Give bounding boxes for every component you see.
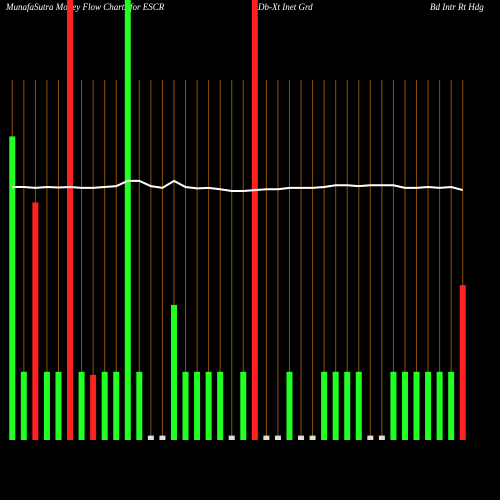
bar: [459, 285, 466, 440]
bar: [228, 435, 235, 440]
chart-title: MunafaSutra Money Flow Charts for ESCR: [5, 2, 165, 12]
bar: [90, 374, 97, 440]
bar: [9, 136, 16, 440]
line: [12, 179, 463, 192]
bar: [240, 371, 247, 440]
bar: [436, 371, 443, 440]
bar: [355, 371, 362, 440]
bar: [298, 435, 305, 440]
bar: [344, 371, 351, 440]
bar: [78, 371, 85, 440]
bar: [170, 304, 177, 440]
bar: [43, 371, 50, 440]
bar: [101, 371, 108, 440]
bar: [55, 371, 62, 440]
chart-title-right: Bd Intr Rt Hdg: [430, 2, 484, 12]
bar: [32, 202, 39, 440]
bar: [425, 371, 432, 440]
bar: [20, 371, 27, 440]
bar: [205, 371, 212, 440]
bar: [217, 371, 224, 440]
bar: [286, 371, 293, 440]
bar: [136, 371, 143, 440]
bar: [413, 371, 420, 440]
bar: [309, 435, 316, 440]
bar: [124, 0, 131, 440]
bar: [321, 371, 328, 440]
bar: [147, 435, 154, 440]
bar: [332, 371, 339, 440]
bar: [274, 435, 281, 440]
bar: [448, 371, 455, 440]
bar: [194, 371, 201, 440]
bar: [159, 435, 166, 440]
bar: [390, 371, 397, 440]
bar: [67, 0, 74, 440]
bar: [251, 0, 258, 440]
bar: [263, 435, 270, 440]
bar: [367, 435, 374, 440]
bar: [401, 371, 408, 440]
chart-subtitle: Db-Xt Inet Grd: [257, 2, 313, 12]
bar: [378, 435, 385, 440]
bar: [182, 371, 189, 440]
bar: [113, 371, 120, 440]
